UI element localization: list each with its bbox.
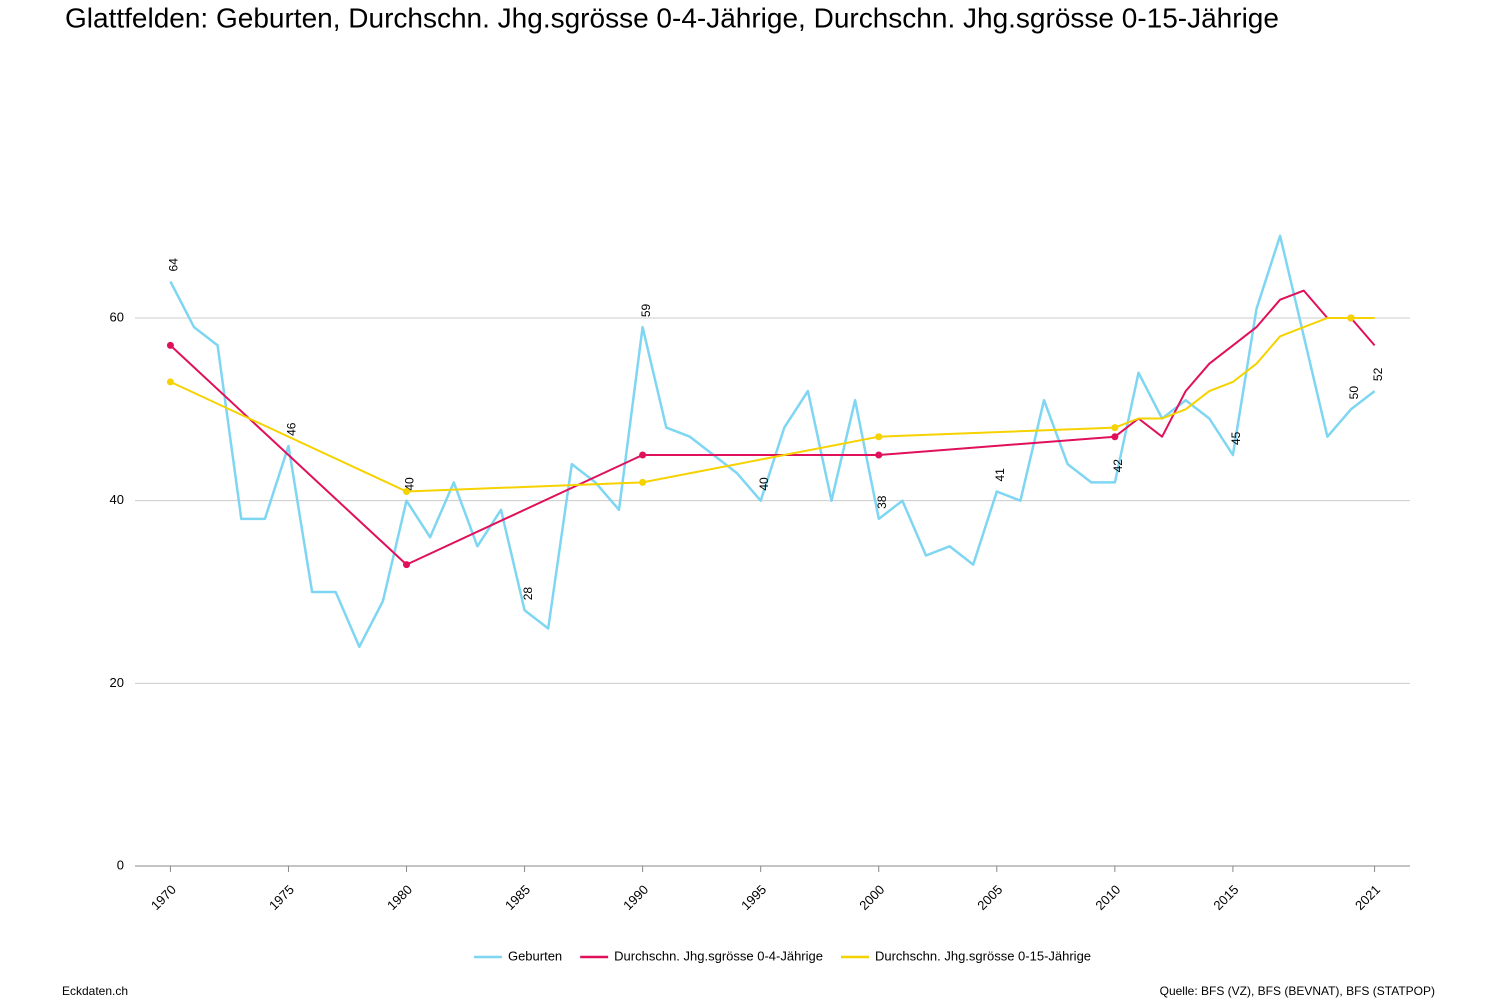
data-label: 42 (1111, 459, 1125, 473)
footer-right: Quelle: BFS (VZ), BFS (BEVNAT), BFS (STA… (1160, 984, 1435, 998)
x-tick-label: 2021 (1352, 882, 1383, 913)
marker (875, 451, 883, 459)
legend-label: Durchschn. Jhg.sgrösse 0-4-Jährige (614, 948, 823, 963)
y-tick-label: 20 (110, 675, 124, 690)
line (169, 234, 1376, 649)
x-tick-label: 1975 (266, 882, 297, 913)
marker (403, 488, 411, 496)
data-label: 28 (521, 587, 535, 601)
marker (1347, 314, 1355, 322)
legend-label: Geburten (508, 948, 562, 963)
legend: Geburten Durchschn. Jhg.sgrösse 0-4-Jähri… (473, 948, 1091, 963)
data-label: 45 (1229, 431, 1243, 445)
line (169, 317, 1375, 493)
marker (875, 433, 883, 441)
x-tick-label: 1980 (384, 882, 415, 913)
x-tick-label: 2015 (1210, 882, 1241, 913)
data-label: 50 (1347, 386, 1361, 400)
x-tick-label: 1995 (738, 882, 769, 913)
marker (1111, 424, 1119, 432)
marker (639, 451, 647, 459)
marker (403, 561, 411, 569)
data-label: 40 (403, 477, 417, 491)
legend-label: Durchschn. Jhg.sgrösse 0-15-Jährige (875, 948, 1091, 963)
marker (1111, 433, 1119, 441)
data-label: 59 (639, 303, 653, 317)
x-tick-label: 2010 (1092, 882, 1123, 913)
data-label: 41 (993, 468, 1007, 482)
x-tick-label: 2000 (856, 882, 887, 913)
marker (639, 478, 647, 486)
data-label: 46 (285, 422, 299, 436)
y-tick-label: 40 (110, 492, 124, 507)
x-tick-label: 1990 (620, 882, 651, 913)
data-label: 64 (167, 258, 181, 272)
footer-left: Eckdaten.ch (62, 984, 128, 998)
marker (166, 378, 174, 386)
x-tick-label: 1970 (148, 882, 179, 913)
line (169, 289, 1376, 566)
data-label: 52 (1371, 367, 1385, 381)
x-tick-label: 2005 (974, 882, 1005, 913)
x-tick-label: 1985 (502, 882, 533, 913)
y-tick-label: 60 (110, 309, 124, 324)
data-label: 40 (757, 477, 771, 491)
y-tick-label: 0 (117, 857, 124, 872)
chart-title: Glattfelden: Geburten, Durchschn. Jhg.sg… (65, 2, 1279, 33)
marker (166, 341, 174, 349)
data-label: 38 (875, 495, 889, 509)
